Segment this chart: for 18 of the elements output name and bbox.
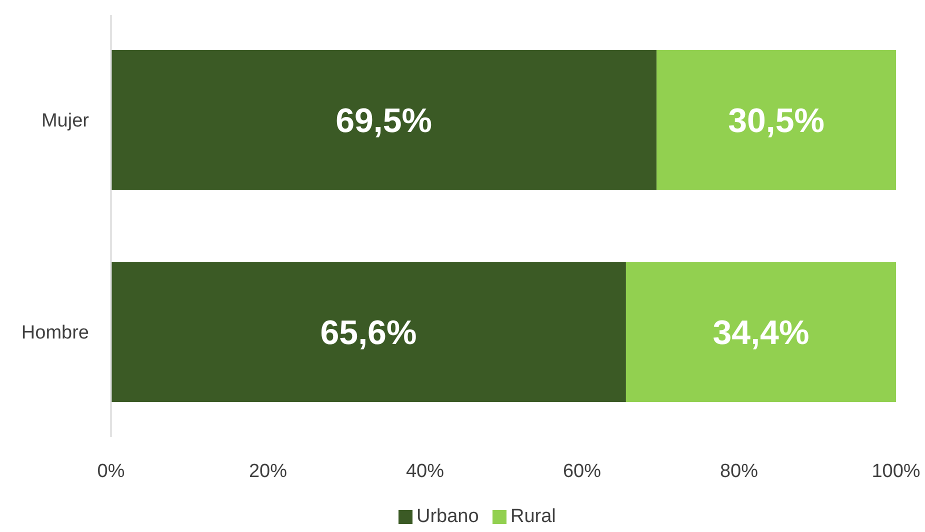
y-tick-label: Mujer: [41, 110, 90, 132]
x-tick-label: 100%: [872, 461, 920, 482]
data-label: 65,6%: [320, 314, 417, 352]
data-label: 34,4%: [712, 314, 810, 352]
legend-label: Urbano: [416, 506, 479, 527]
x-tick-label: 60%: [562, 461, 602, 482]
x-tick-label: 20%: [248, 461, 288, 482]
data-label: 69,5%: [336, 102, 432, 140]
bar: [656, 50, 896, 190]
bar: [626, 262, 896, 402]
bar: [111, 50, 657, 190]
y-tick-label: Hombre: [21, 322, 89, 344]
bar: [111, 262, 626, 402]
data-label: 30,5%: [728, 102, 824, 140]
legend-label: Rural: [510, 506, 556, 527]
x-tick-label: 0%: [97, 461, 125, 482]
x-tick-label: 40%: [406, 461, 444, 482]
x-tick-label: 80%: [720, 461, 758, 482]
